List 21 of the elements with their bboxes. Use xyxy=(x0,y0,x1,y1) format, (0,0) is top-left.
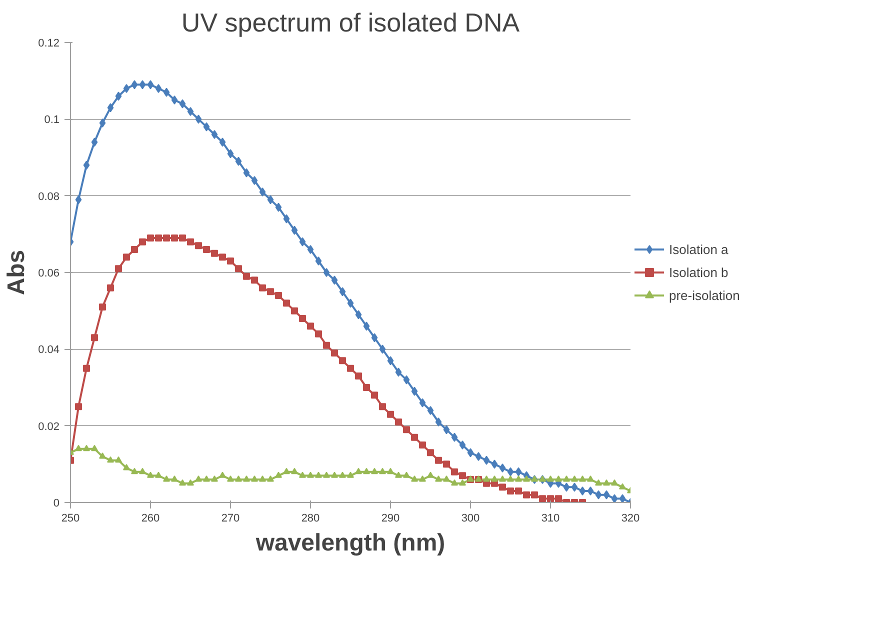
y-tick-label: 0.04 xyxy=(38,344,60,356)
y-tick-label: 0.12 xyxy=(38,38,60,50)
x-tick-label: 260 xyxy=(141,512,160,524)
x-tick-label: 250 xyxy=(61,512,80,524)
y-tick-label: 0.06 xyxy=(38,268,60,280)
y-tick-label: 0.1 xyxy=(44,114,60,126)
x-tick-label: 290 xyxy=(381,512,400,524)
legend-label: Isolation b xyxy=(669,264,728,280)
x-tick-label: 320 xyxy=(621,512,640,524)
legend-label: pre-isolation xyxy=(669,288,740,302)
x-axis-title: wavelength (nm) xyxy=(254,530,446,556)
legend-label: Isolation a xyxy=(669,242,728,256)
x-tick-label: 280 xyxy=(301,512,320,524)
x-tick-label: 310 xyxy=(541,512,560,524)
chart-title: UV spectrum of isolated DNA xyxy=(181,8,520,38)
y-tick-label: 0.02 xyxy=(38,420,60,433)
x-tick-label: 300 xyxy=(461,512,480,524)
y-tick-label: 0 xyxy=(53,498,60,510)
y-tick-label: 0.08 xyxy=(38,190,60,203)
y-axis-title: Abs xyxy=(3,250,30,296)
x-tick-label: 270 xyxy=(221,512,240,524)
